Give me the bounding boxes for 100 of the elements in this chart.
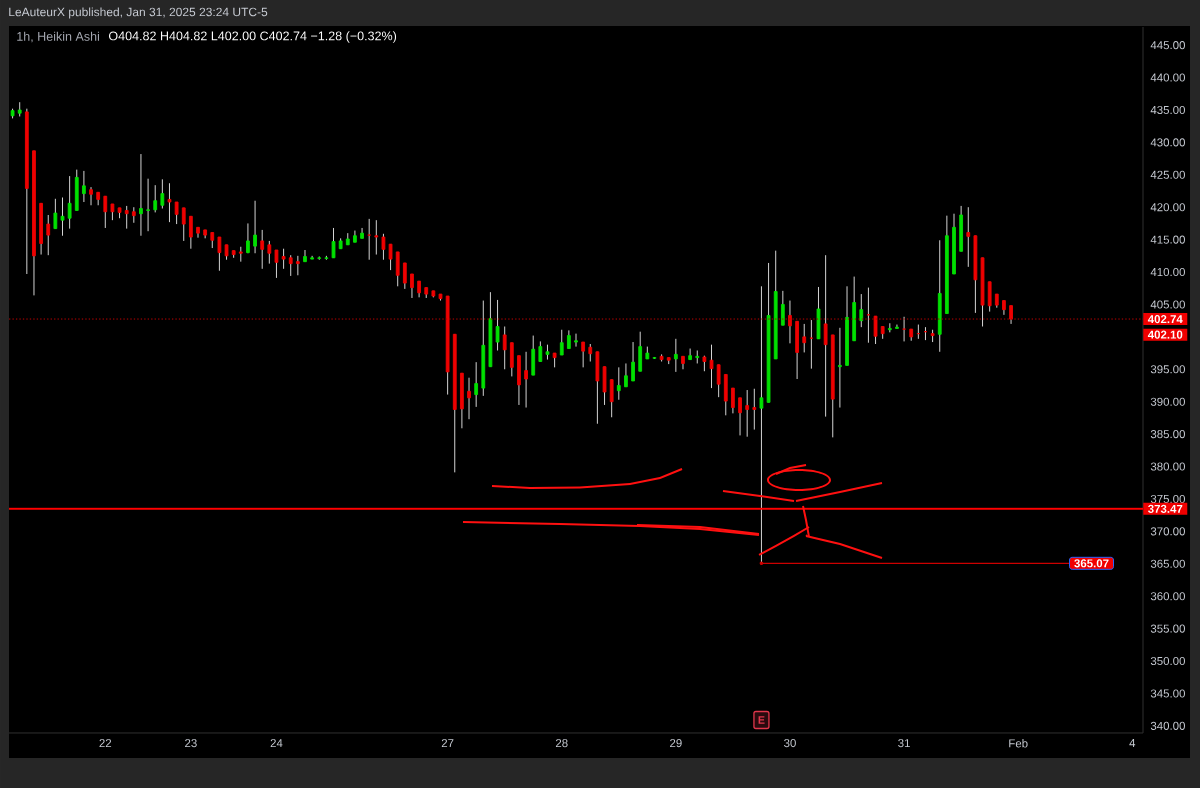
candlestick xyxy=(609,379,614,418)
candlestick xyxy=(1009,305,1013,325)
x-tick-label: 31 xyxy=(898,739,910,748)
candlestick xyxy=(295,255,300,276)
x-tick-label: 29 xyxy=(670,739,682,748)
y-tick-label: 365.00 xyxy=(1150,559,1185,568)
annotation: O404.82 H404.82 L402.00 C402.74 −1.28 (−0.32%) xyxy=(108,31,397,43)
x-tick-label: Feb xyxy=(1009,739,1028,748)
candlestick xyxy=(217,236,222,272)
annotation: E xyxy=(758,716,765,724)
candlestick xyxy=(688,348,692,361)
y-tick-label: 385.00 xyxy=(1150,430,1185,439)
x-tick-label: 22 xyxy=(99,739,112,748)
candlestick xyxy=(188,215,193,250)
candlestick xyxy=(902,316,906,342)
candlestick xyxy=(146,178,150,232)
x-tick-label: 23 xyxy=(185,739,197,748)
candlestick xyxy=(495,299,500,351)
y-tick-label: 350.00 xyxy=(1150,656,1185,666)
candlestick xyxy=(966,206,971,268)
candlestick xyxy=(395,251,400,287)
candlestick xyxy=(788,300,792,344)
candlestick xyxy=(709,344,714,389)
chart-title: 1h, Heikin Ashi xyxy=(17,31,100,43)
candlestick xyxy=(46,214,51,256)
candlestick xyxy=(267,240,272,265)
y-tick-label: 430.00 xyxy=(1150,138,1185,147)
y-tick-label: 395.00 xyxy=(1150,365,1185,374)
y-tick-label: 345.00 xyxy=(1150,689,1185,698)
candlestick xyxy=(745,389,750,438)
y-tick-label: 415.00 xyxy=(1150,235,1185,244)
y-tick-label: 440.00 xyxy=(1150,73,1185,82)
candlestick xyxy=(780,290,785,326)
candlestick xyxy=(288,254,293,277)
candlestick xyxy=(474,361,479,408)
candlestick xyxy=(738,397,742,436)
candlestick xyxy=(260,229,265,270)
candlestick xyxy=(631,341,635,382)
ref-line-label: 373.47 xyxy=(1148,504,1183,513)
x-tick-label: 4 xyxy=(1129,739,1136,747)
candlestick xyxy=(731,387,735,414)
candlestick xyxy=(823,254,828,418)
y-tick-label: 445.00 xyxy=(1150,41,1185,50)
candlestick xyxy=(716,364,721,398)
candlestick xyxy=(873,315,878,345)
ref-line-label: 402.74 xyxy=(1147,315,1183,324)
candlestick xyxy=(538,340,543,363)
candlestick xyxy=(524,351,528,409)
candlestick xyxy=(574,333,578,348)
candlestick xyxy=(174,201,179,225)
candlestick xyxy=(60,196,65,237)
candlestick xyxy=(281,248,286,270)
candlestick xyxy=(388,243,393,271)
y-tick-label: 355.00 xyxy=(1150,624,1185,633)
candlestick xyxy=(502,326,507,370)
candlestick xyxy=(624,362,628,388)
chart-subtitle: LeAuteurX published, Jan 31, 2025 23:24 UTC-5 xyxy=(9,7,268,19)
candlestick xyxy=(103,195,108,229)
y-tick-label: 370.00 xyxy=(1150,527,1185,536)
y-tick-label: 410.00 xyxy=(1150,267,1185,277)
candlestick xyxy=(274,249,279,279)
candlestick xyxy=(859,293,864,328)
x-tick-label: 27 xyxy=(441,739,454,748)
candlestick xyxy=(82,170,86,203)
y-tick-label: 405.00 xyxy=(1150,300,1185,309)
y-tick-label: 390.00 xyxy=(1150,397,1185,406)
y-tick-label: 375.00 xyxy=(1150,494,1185,503)
candlestick xyxy=(467,377,471,420)
candlestick xyxy=(673,338,678,373)
candlestick xyxy=(181,207,186,242)
candlestick xyxy=(987,281,992,313)
candlestick xyxy=(838,327,842,409)
candlestick xyxy=(381,233,386,261)
y-tick-label: 425.00 xyxy=(1150,170,1185,179)
candlestick xyxy=(566,329,571,350)
y-tick-label: 435.00 xyxy=(1150,105,1185,115)
candlestick xyxy=(246,222,250,254)
y-tick-label: 360.00 xyxy=(1150,592,1185,601)
text: 402.10 xyxy=(1147,330,1183,339)
candlestick xyxy=(139,153,143,237)
candlestick xyxy=(616,366,621,401)
x-tick-label: 24 xyxy=(270,739,283,748)
candlestick xyxy=(331,227,336,259)
y-tick-label: 380.00 xyxy=(1150,462,1185,471)
candlestick xyxy=(53,198,58,230)
candlestick xyxy=(367,218,372,261)
candlestick xyxy=(581,341,586,368)
candlestick xyxy=(253,200,257,254)
candlestick xyxy=(752,388,757,431)
candlestick xyxy=(124,205,129,230)
candlestick xyxy=(802,323,807,353)
candlestick xyxy=(559,329,564,356)
candlestick xyxy=(153,184,158,213)
candlestick xyxy=(67,175,72,230)
candlestick xyxy=(402,262,407,290)
candlestick xyxy=(303,249,307,263)
y-tick-label: 420.00 xyxy=(1150,203,1185,212)
x-tick-label: 28 xyxy=(555,739,568,748)
x-tick-label: 30 xyxy=(784,739,796,748)
candlestick xyxy=(410,273,414,299)
